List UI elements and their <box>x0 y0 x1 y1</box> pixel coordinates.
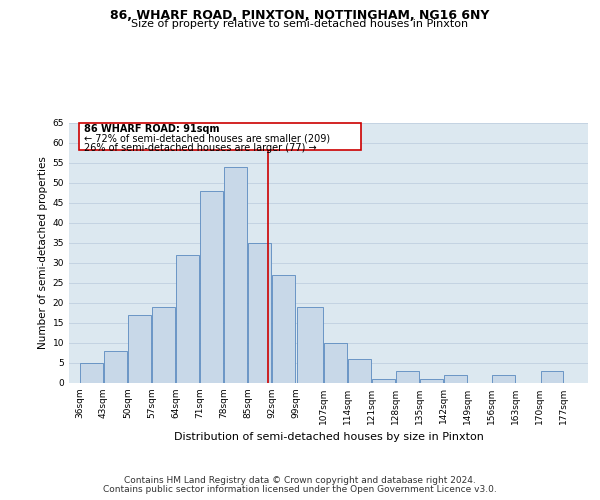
Bar <box>348 358 371 382</box>
Text: ← 72% of semi-detached houses are smaller (209): ← 72% of semi-detached houses are smalle… <box>84 134 330 144</box>
Text: Size of property relative to semi-detached houses in Pinxton: Size of property relative to semi-detach… <box>131 19 469 29</box>
Text: 86 WHARF ROAD: 91sqm: 86 WHARF ROAD: 91sqm <box>84 124 220 134</box>
Bar <box>200 190 223 382</box>
Bar <box>445 374 467 382</box>
Bar <box>541 370 563 382</box>
Bar <box>396 370 419 382</box>
Y-axis label: Number of semi-detached properties: Number of semi-detached properties <box>38 156 49 349</box>
Bar <box>272 274 295 382</box>
Bar <box>224 166 247 382</box>
Bar <box>324 342 347 382</box>
Text: Contains public sector information licensed under the Open Government Licence v3: Contains public sector information licen… <box>103 485 497 494</box>
Bar <box>176 254 199 382</box>
Text: Contains HM Land Registry data © Crown copyright and database right 2024.: Contains HM Land Registry data © Crown c… <box>124 476 476 485</box>
Bar <box>104 350 127 382</box>
Bar <box>493 374 515 382</box>
Bar <box>128 314 151 382</box>
Bar <box>152 306 175 382</box>
Text: 86, WHARF ROAD, PINXTON, NOTTINGHAM, NG16 6NY: 86, WHARF ROAD, PINXTON, NOTTINGHAM, NG1… <box>110 9 490 22</box>
Bar <box>248 242 271 382</box>
X-axis label: Distribution of semi-detached houses by size in Pinxton: Distribution of semi-detached houses by … <box>173 432 484 442</box>
Bar <box>420 378 443 382</box>
Bar <box>296 306 323 382</box>
Bar <box>80 362 103 382</box>
Text: 26% of semi-detached houses are larger (77) →: 26% of semi-detached houses are larger (… <box>84 143 317 153</box>
Bar <box>372 378 395 382</box>
